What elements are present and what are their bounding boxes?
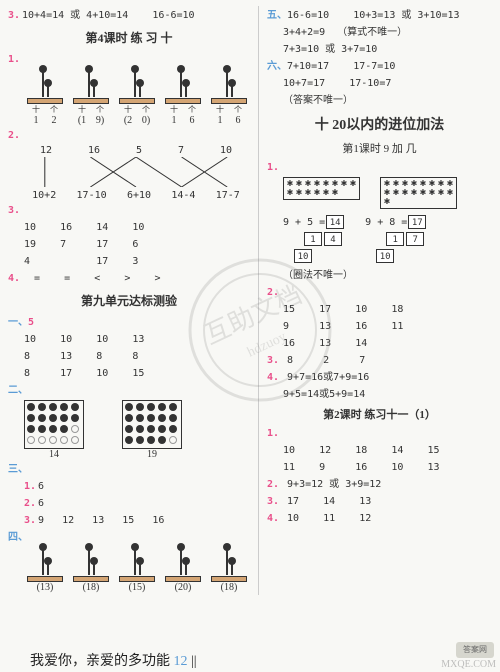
section-six: 六、 <box>267 61 287 72</box>
column-divider <box>258 6 259 595</box>
dg-left-val: 14 <box>24 449 84 460</box>
section-four: 四、 <box>8 532 28 543</box>
q-num: 3. <box>8 8 22 23</box>
section-three: 三、 <box>8 464 28 475</box>
p2-q2: 9+3=12 或 3+9=12 <box>287 479 381 490</box>
handwriting: 我爱你，亲爱的多功能 12 || <box>30 650 197 670</box>
q4-text: = = < > > <box>34 273 160 284</box>
section-two: 二、 <box>8 385 28 396</box>
section-five: 五、 <box>267 10 287 21</box>
liu-1: 10+7=17 17-10=7 <box>283 78 391 89</box>
q-num: 4. <box>8 271 22 286</box>
liu-0: 7+10=17 17-7=10 <box>287 61 395 72</box>
q3-text: 10+4=14 或 4+10=14 16-6=10 <box>22 10 195 21</box>
footer-watermark: MXQE.COM <box>441 659 496 670</box>
eq2: 9 + 8 =17 17 10 <box>365 213 427 266</box>
liu-2: （答案不唯一） <box>283 95 353 106</box>
q-num: 2. <box>267 285 281 300</box>
section-one: 一、 <box>8 317 28 328</box>
q-num: 3. <box>267 353 281 368</box>
q-num: 4. <box>267 511 281 526</box>
q1-note: （圈法不唯一） <box>283 270 353 281</box>
footer-badge: 答案网 <box>456 642 494 658</box>
big-header: 十 20以内的进位加法 <box>267 114 492 134</box>
eq1: 9 + 5 =14 14 10 <box>283 213 345 266</box>
q-num: 4. <box>267 370 281 385</box>
r-q4-1: 9+5=14或5+9=14 <box>283 389 365 400</box>
q-num: 2. <box>8 128 22 143</box>
star-grids: ✱✱✱✱✱✱✱✱✱✱✱✱✱✱ ✱✱✱✱✱✱✱✱✱✱✱✱✱✱✱✱✱ <box>267 177 492 209</box>
abacus-row-2: (13) (18) (15) (20) (18) <box>8 547 250 593</box>
sub-header: 第1课时 9 加 几 <box>267 140 492 156</box>
wu-1: 3+4+2=9 （算式不唯一） <box>283 27 407 38</box>
q-num: 2. <box>267 477 281 492</box>
r-q4-0: 9+7=16或7+9=16 <box>287 372 369 383</box>
lesson-4-header: 第4课时 练 习 十 <box>8 29 250 46</box>
q-num: 1. <box>267 426 281 441</box>
matching-diagram: 12165710 10+217-106+1014-417-7 <box>22 145 250 201</box>
lesson-2-header: 第2课时 练习十一（1） <box>267 406 492 422</box>
dot-grids: 14 19 <box>8 400 250 460</box>
abacus-row: 十个 12 十个 (19) 十个 (20) 十个 16 十个 16 <box>8 69 250 126</box>
q-num: 1. <box>8 52 22 67</box>
q-num: 3. <box>8 203 22 218</box>
q-num: 3. <box>267 494 281 509</box>
dg-right-val: 19 <box>122 449 182 460</box>
unit-9-header: 第九单元达标测验 <box>8 292 250 309</box>
wu-0: 16-6=10 10+3=13 或 3+10=13 <box>287 10 460 21</box>
wu-2: 7+3=10 或 3+7=10 <box>283 44 377 55</box>
q-num: 1. <box>267 160 281 175</box>
